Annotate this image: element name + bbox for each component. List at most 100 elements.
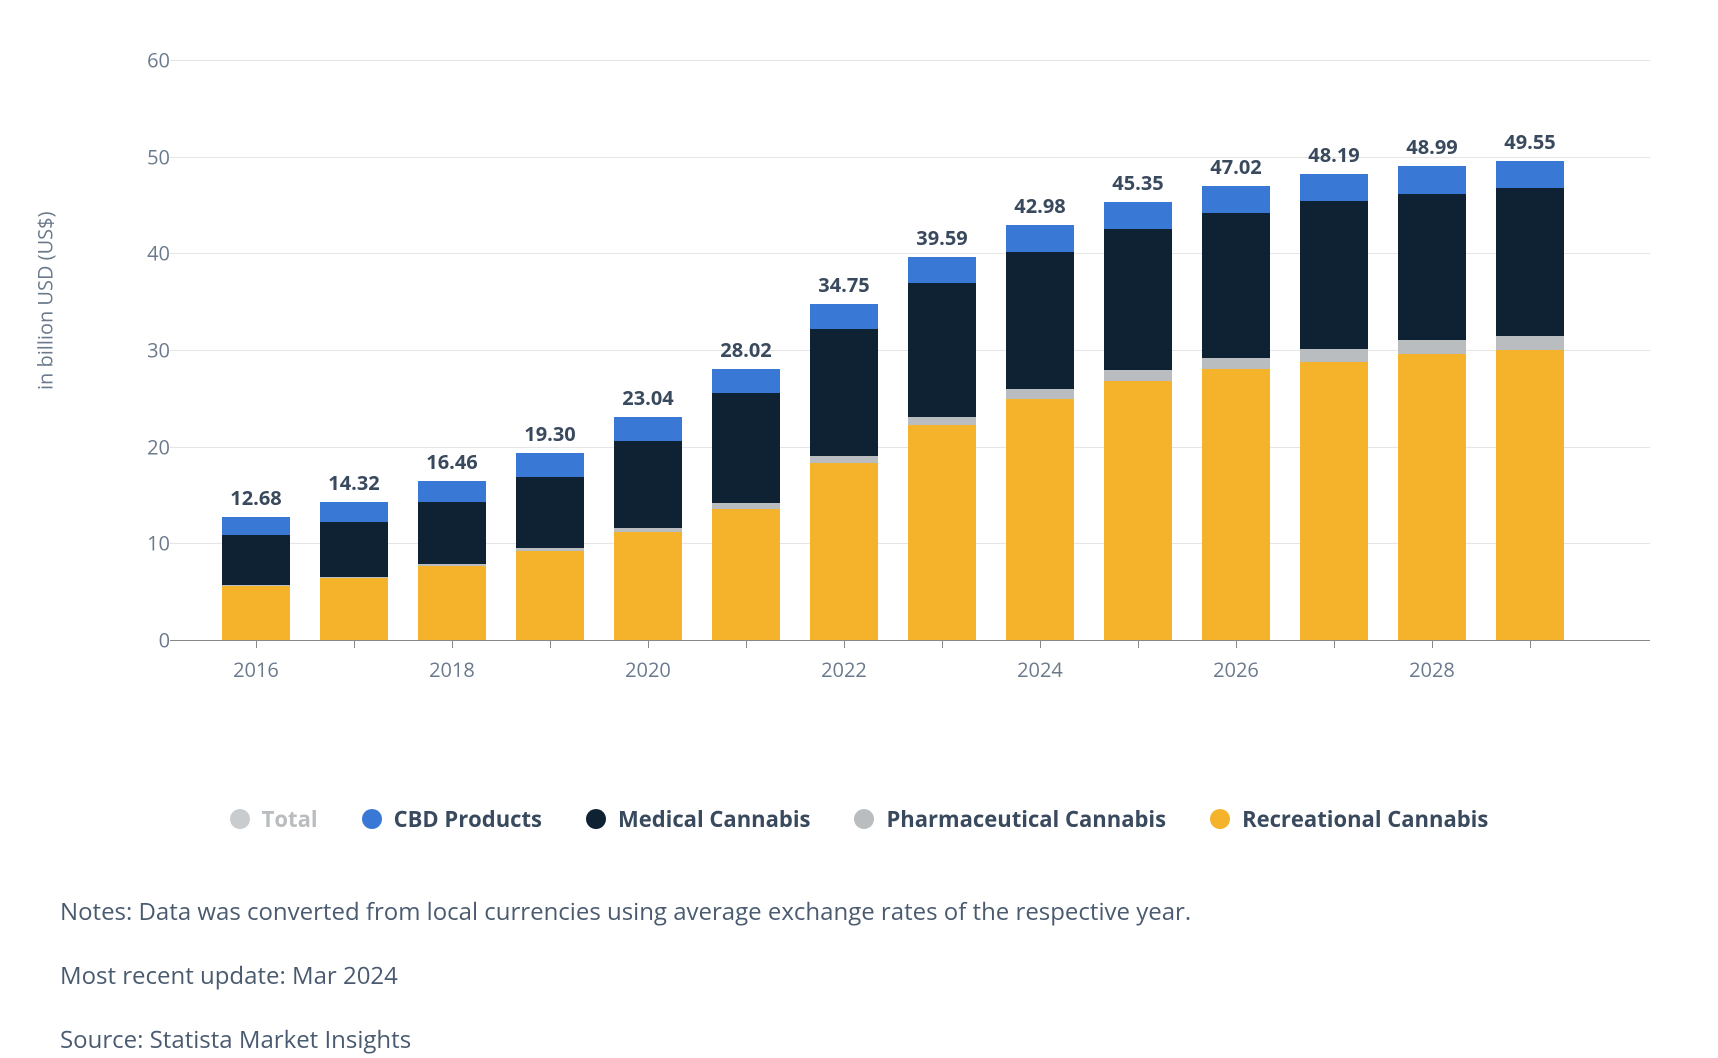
bar-segment-cbd — [1104, 202, 1172, 229]
bar-segment-recreational — [1398, 354, 1466, 640]
x-tick-label: 2020 — [625, 656, 671, 683]
bar-segment-medical — [516, 477, 584, 549]
bar-group: 19.30 — [516, 453, 584, 640]
x-tick-mark — [550, 640, 551, 648]
bar-total-label: 45.35 — [1097, 169, 1179, 196]
bar-total-label: 48.99 — [1391, 133, 1473, 160]
bar-segment-medical — [222, 535, 290, 585]
bar-segment-recreational — [1202, 369, 1270, 640]
x-tick-mark — [1040, 640, 1041, 648]
x-tick-mark — [844, 640, 845, 648]
footer-source: Source: Statista Market Insights — [60, 1022, 1658, 1058]
bar-segment-medical — [320, 522, 388, 577]
x-tick-mark — [942, 640, 943, 648]
bar-total-label: 34.75 — [803, 271, 885, 298]
legend-item-pharma[interactable]: Pharmaceutical Cannabis — [854, 804, 1166, 834]
y-axis-title: in billion USD (US$) — [32, 212, 59, 390]
bar-segment-recreational — [712, 509, 780, 640]
bar-stack — [1300, 174, 1368, 640]
x-tick-label: 2022 — [821, 656, 867, 683]
bar-segment-cbd — [908, 257, 976, 283]
bar-group: 23.04 — [614, 417, 682, 640]
bar-stack — [614, 417, 682, 640]
bar-segment-pharma — [908, 417, 976, 426]
bar-segment-recreational — [614, 532, 682, 640]
bar-stack — [1496, 161, 1564, 640]
bar-stack — [810, 304, 878, 640]
x-tick-label: 2018 — [429, 656, 475, 683]
bar-segment-pharma — [1202, 358, 1270, 370]
bar-segment-recreational — [1300, 362, 1368, 640]
footer-update: Most recent update: Mar 2024 — [60, 958, 1658, 994]
bar-segment-medical — [1202, 213, 1270, 358]
y-tick-label: 40 — [110, 240, 170, 267]
bar-stack — [1202, 186, 1270, 641]
bar-stack — [418, 481, 486, 640]
bar-segment-recreational — [320, 578, 388, 640]
legend-item-cbd[interactable]: CBD Products — [362, 804, 542, 834]
bar-total-label: 14.32 — [313, 469, 395, 496]
legend-swatch-icon — [854, 809, 874, 829]
footer-notes: Notes: Data was converted from local cur… — [60, 894, 1658, 930]
legend-label: Recreational Cannabis — [1242, 804, 1488, 834]
bar-group: 28.02 — [712, 369, 780, 640]
bar-total-label: 49.55 — [1489, 128, 1571, 155]
bar-stack — [1398, 166, 1466, 640]
bar-segment-cbd — [222, 517, 290, 534]
bar-group: 34.75 — [810, 304, 878, 640]
x-tick-mark — [256, 640, 257, 648]
gridline — [170, 60, 1650, 61]
bar-segment-medical — [1496, 188, 1564, 336]
legend-label: Pharmaceutical Cannabis — [886, 804, 1166, 834]
bar-segment-medical — [614, 441, 682, 527]
bar-stack — [222, 517, 290, 640]
legend-item-total[interactable]: Total — [230, 804, 318, 834]
x-tick-mark — [1138, 640, 1139, 648]
x-tick-label: 2016 — [233, 656, 279, 683]
bar-stack — [516, 453, 584, 640]
legend-swatch-icon — [362, 809, 382, 829]
bar-segment-pharma — [1398, 340, 1466, 354]
y-tick-label: 60 — [110, 47, 170, 74]
bar-group: 49.55 — [1496, 161, 1564, 640]
bar-group: 47.02 — [1202, 186, 1270, 641]
legend-item-medical[interactable]: Medical Cannabis — [586, 804, 811, 834]
bar-segment-recreational — [810, 463, 878, 640]
bar-total-label: 28.02 — [705, 336, 787, 363]
x-tick-mark — [746, 640, 747, 648]
bar-total-label: 16.46 — [411, 448, 493, 475]
chart-container: in billion USD (US$) 12.6814.3216.4619.3… — [60, 40, 1660, 740]
bar-total-label: 12.68 — [215, 484, 297, 511]
bar-segment-pharma — [810, 456, 878, 463]
bar-segment-pharma — [1006, 389, 1074, 400]
bar-segment-cbd — [418, 481, 486, 502]
bar-segment-medical — [1104, 229, 1172, 370]
bar-segment-pharma — [1300, 349, 1368, 362]
bar-segment-cbd — [810, 304, 878, 329]
legend-label: CBD Products — [394, 804, 542, 834]
plot-area: 12.6814.3216.4619.3023.0428.0234.7539.59… — [170, 60, 1650, 641]
bar-segment-cbd — [516, 453, 584, 476]
page-root: in billion USD (US$) 12.68 14.32 16.46 19.3… — [0, 0, 1718, 1036]
bar-segment-medical — [1006, 252, 1074, 389]
bar-segment-recreational — [418, 566, 486, 640]
bar-segment-recreational — [222, 586, 290, 640]
bar-segment-cbd — [320, 502, 388, 522]
legend-label: Total — [262, 804, 318, 834]
legend-label: Medical Cannabis — [618, 804, 811, 834]
bar-total-label: 19.30 — [509, 420, 591, 447]
bar-segment-recreational — [516, 551, 584, 640]
legend-item-recreational[interactable]: Recreational Cannabis — [1210, 804, 1488, 834]
bar-segment-cbd — [1300, 174, 1368, 201]
bar-group: 14.32 — [320, 502, 388, 640]
bar-segment-recreational — [1104, 381, 1172, 640]
legend-swatch-icon — [230, 809, 250, 829]
bar-total-label: 23.04 — [607, 384, 689, 411]
bar-total-label: 48.19 — [1293, 141, 1375, 168]
bar-segment-medical — [418, 502, 486, 563]
x-tick-mark — [1432, 640, 1433, 648]
bar-total-label: 47.02 — [1195, 153, 1277, 180]
bar-segment-medical — [712, 393, 780, 502]
x-tick-mark — [1334, 640, 1335, 648]
x-tick-mark — [354, 640, 355, 648]
